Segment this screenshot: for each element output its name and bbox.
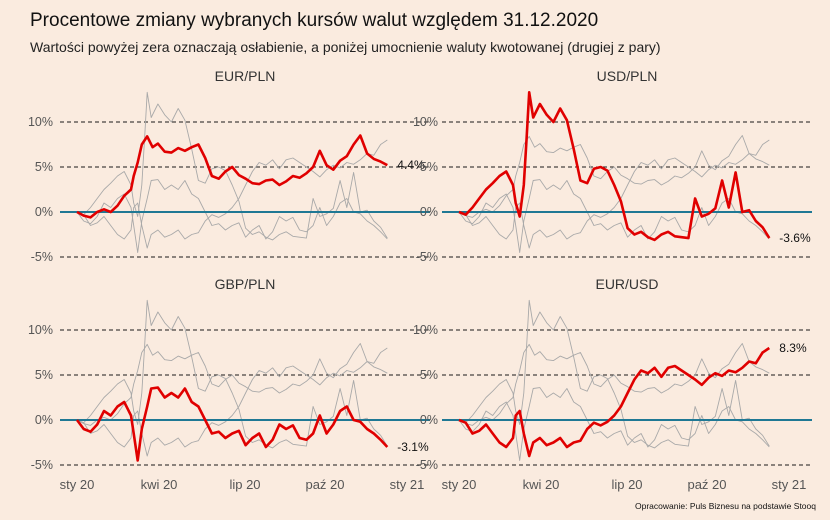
y-tick-label-usd-pln-2: 0% <box>420 205 438 219</box>
y-tick-label-eur-usd-1: 5% <box>420 368 438 382</box>
background-line-gbp-pln-usd-pln <box>76 299 388 449</box>
y-tick-label-eur-usd-0: 10% <box>413 323 438 337</box>
y-tick-label-eur-usd-2: 0% <box>420 413 438 427</box>
y-tick-label-eur-usd-3: -5% <box>416 458 438 472</box>
end-label-usd-pln: -3.6% <box>779 231 811 245</box>
background-line-eur-usd-gbp-pln <box>458 387 770 461</box>
background-line-eur-pln-eur-usd <box>76 139 388 249</box>
x-tick-label-eur-usd-2: lip 20 <box>611 477 642 492</box>
y-tick-label-eur-pln-2: 0% <box>35 205 53 219</box>
x-tick-label-gbp-pln-3: paź 20 <box>305 477 344 492</box>
panel-title-usd-pln: USD/PLN <box>597 68 658 84</box>
x-tick-label-gbp-pln-2: lip 20 <box>229 477 260 492</box>
panel-title-eur-pln: EUR/PLN <box>215 68 276 84</box>
y-tick-label-gbp-pln-3: -5% <box>31 458 53 472</box>
series-line-eur-pln <box>76 134 388 219</box>
x-tick-label-eur-usd-4: sty 21 <box>772 477 807 492</box>
series-line-eur-usd <box>458 346 771 458</box>
panel-title-eur-usd: EUR/USD <box>595 276 658 292</box>
y-tick-label-eur-pln-0: 10% <box>28 115 53 129</box>
y-tick-label-gbp-pln-1: 5% <box>35 368 53 382</box>
x-tick-label-eur-usd-1: kwi 20 <box>523 477 560 492</box>
chart-title: Procentowe zmiany wybranych kursów walut… <box>30 10 599 31</box>
end-label-eur-usd: 8.3% <box>779 341 807 355</box>
source-note: Opracowanie: Puls Biznesu na podstawie S… <box>635 501 816 511</box>
panel-title-gbp-pln: GBP/PLN <box>215 276 276 292</box>
y-tick-label-usd-pln-0: 10% <box>413 115 438 129</box>
background-line-usd-pln-eur-pln <box>458 135 770 218</box>
background-line-gbp-pln-eur-pln <box>76 343 388 426</box>
background-line-usd-pln-eur-usd <box>458 139 770 249</box>
background-line-eur-usd-eur-pln <box>458 343 770 426</box>
background-line-eur-pln-gbp-pln <box>76 179 388 253</box>
y-tick-label-gbp-pln-2: 0% <box>35 413 53 427</box>
y-tick-label-usd-pln-1: 5% <box>420 160 438 174</box>
end-label-gbp-pln: -3.1% <box>397 440 429 454</box>
series-line-gbp-pln <box>75 386 389 462</box>
background-line-gbp-pln-eur-usd <box>76 347 388 457</box>
y-tick-label-eur-pln-3: -5% <box>31 250 53 264</box>
chart-subtitle: Wartości powyżej zera oznaczają osłabien… <box>30 39 661 55</box>
x-tick-label-gbp-pln-4: sty 21 <box>390 477 425 492</box>
end-label-eur-pln: 4.4% <box>397 158 425 172</box>
background-line-eur-usd-usd-pln <box>458 299 770 449</box>
background-line-usd-pln-gbp-pln <box>458 179 770 253</box>
y-tick-label-usd-pln-3: -5% <box>416 250 438 264</box>
series-line-usd-pln <box>458 91 771 242</box>
x-tick-label-eur-usd-3: paź 20 <box>687 477 726 492</box>
x-tick-label-eur-usd-0: sty 20 <box>442 477 477 492</box>
y-tick-label-gbp-pln-0: 10% <box>28 323 53 337</box>
y-tick-label-eur-pln-1: 5% <box>35 160 53 174</box>
x-tick-label-gbp-pln-1: kwi 20 <box>141 477 178 492</box>
x-tick-label-gbp-pln-0: sty 20 <box>60 477 95 492</box>
